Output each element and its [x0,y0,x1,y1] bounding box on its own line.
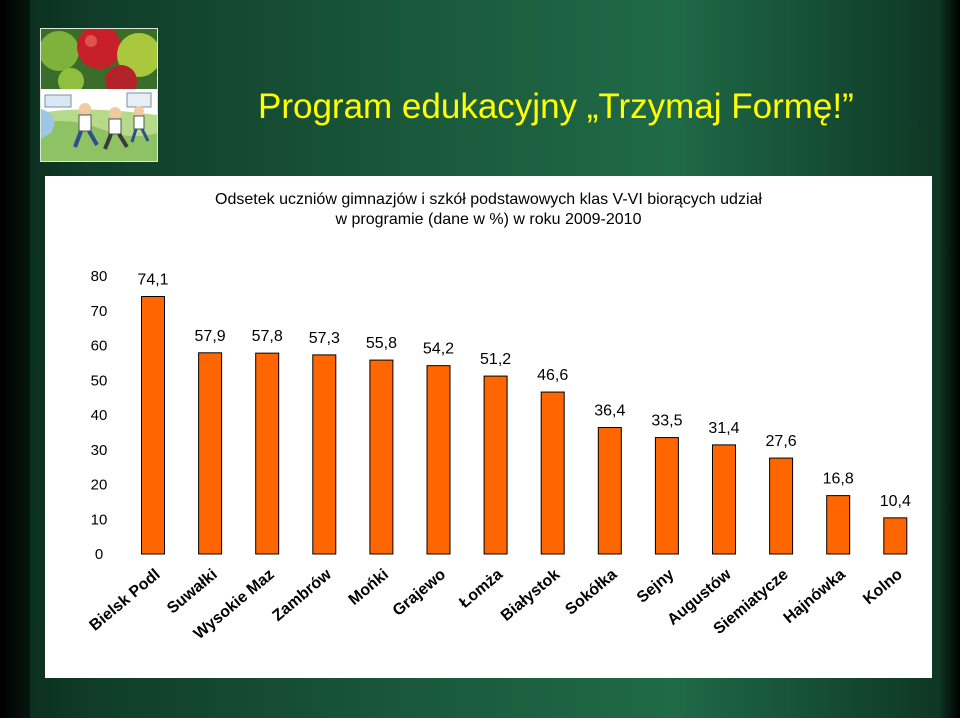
program-logo [40,28,158,162]
right-dark-strip [940,0,960,718]
x-category-label: Bielsk Podl [87,566,164,634]
bar-value-label: 57,9 [195,328,226,345]
x-category-label: Suwałki [164,566,221,617]
bar [141,296,165,555]
y-tick-label: 40 [91,407,108,424]
bar-value-label: 16,8 [823,471,854,488]
x-category-label: Grajewo [390,566,449,620]
x-category-label: Kolno [860,566,906,608]
bar-value-label: 57,8 [252,328,283,345]
bar [426,365,451,555]
bar [255,352,280,555]
bar-value-label: 46,6 [537,367,568,384]
bar [483,375,508,555]
x-category-label: Mońki [346,566,392,609]
y-tick-label: 50 [91,372,108,389]
bar-value-label: 55,8 [366,335,397,352]
bar-value-label: 10,4 [880,493,911,510]
bar-value-label: 36,4 [594,403,625,420]
y-tick-label: 30 [91,442,108,459]
x-category-label: Sokółka [562,566,620,619]
bar-value-label: 57,3 [309,330,340,347]
bar [597,427,622,555]
slide-title: Program edukacyjny „Trzymaj Formę!” [258,87,854,126]
bar [712,444,736,555]
chart-title: Odsetek uczniów gimnazjów i szkół podsta… [45,190,932,230]
bar [312,354,337,555]
bar-value-label: 74,1 [137,272,168,289]
bar-value-label: 31,4 [708,420,739,437]
bar-value-label: 54,2 [423,341,454,358]
bar [198,352,223,555]
y-tick-label: 20 [91,477,108,494]
left-dark-strip [0,0,30,718]
bar [769,457,794,555]
bar-chart: 0 10 20 30 40 50 60 70 80 74,1 Bielsk Podl 57,9 Suwa… [87,268,911,643]
chart-title-line-2: w programie (dane w %) w roku 2009-2010 [335,211,642,228]
y-tick-label: 10 [91,511,108,528]
bar [826,495,851,555]
bar-value-label: 33,5 [651,413,682,430]
apples-and-running-kids-logo-icon [41,29,157,161]
y-tick-label: 70 [91,303,108,320]
bar-value-label: 51,2 [480,351,511,368]
y-tick-label: 80 [91,268,108,285]
bar [369,359,394,555]
bar [654,437,679,555]
x-category-label: Hajnówka [781,566,849,627]
y-tick-label: 60 [91,338,108,355]
chart-panel: Odsetek uczniów gimnazjów i szkół podsta… [45,176,932,678]
x-category-label: Łomża [456,566,506,612]
bar [883,517,908,555]
y-tick-label: 0 [95,546,103,563]
x-category-label: Białystok [498,566,564,625]
chart-title-line-1: Odsetek uczniów gimnazjów i szkół podsta… [215,191,762,208]
bar-value-label: 27,6 [766,433,797,450]
x-category-label: Zambrów [269,566,335,625]
x-category-label: Sejny [634,566,678,607]
bar [540,391,565,555]
